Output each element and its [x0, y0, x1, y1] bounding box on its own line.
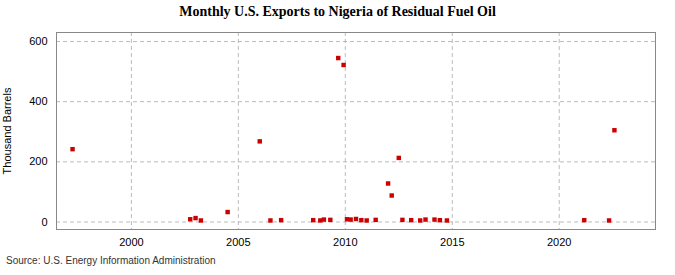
html-text:Monthly U.S. Exports to Nigeri: Monthly U.S. Exports to Nigeria of Resid… [179, 4, 496, 19]
svg-text:Thousand Barrels: Thousand Barrels [1, 87, 13, 174]
svg-text:400: 400 [29, 95, 47, 107]
svg-text:2015: 2015 [440, 236, 464, 248]
svg-text:2020: 2020 [547, 236, 571, 248]
svg-text:0: 0 [41, 216, 47, 228]
svg-text:2000: 2000 [119, 236, 143, 248]
svg-text:200: 200 [29, 155, 47, 167]
svg-text:600: 600 [29, 35, 47, 47]
svg-text:2010: 2010 [333, 236, 357, 248]
html-text:Source: U.S. Energy Informatio: Source: U.S. Energy Information Administ… [6, 255, 216, 266]
svg-text:2005: 2005 [226, 236, 250, 248]
